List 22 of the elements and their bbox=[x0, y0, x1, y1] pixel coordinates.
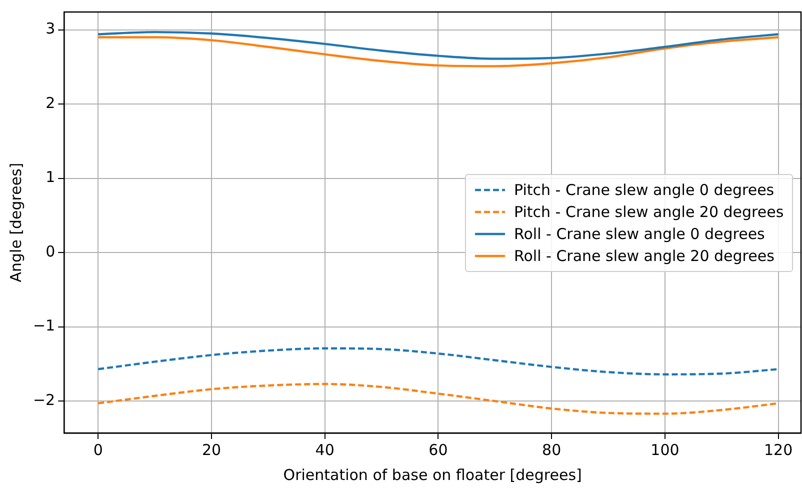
x-tick-label: 60 bbox=[428, 440, 448, 459]
line-series bbox=[97, 36, 780, 68]
y-axis-title: Angle [degrees] bbox=[6, 162, 25, 282]
x-axis-title: Orientation of base on floater [degrees] bbox=[283, 466, 582, 484]
legend-label: Roll - Crane slew angle 20 degrees bbox=[514, 246, 774, 264]
legend-label: Pitch - Crane slew angle 20 degrees bbox=[514, 202, 784, 220]
x-tick-label: 100 bbox=[650, 440, 680, 459]
y-tick-label: 0 bbox=[46, 242, 56, 260]
x-tick-label: 20 bbox=[202, 440, 222, 459]
line-series bbox=[97, 30, 780, 60]
x-tick-label: 0 bbox=[93, 440, 103, 459]
y-tick-label: 2 bbox=[46, 94, 56, 112]
y-tick-label: −2 bbox=[32, 390, 56, 409]
legend-label: Roll - Crane slew angle 0 degrees bbox=[514, 224, 765, 242]
x-tick-label: 120 bbox=[764, 440, 793, 459]
line-series bbox=[97, 347, 780, 376]
y-tick-label: 1 bbox=[46, 168, 56, 186]
x-tick-label: 80 bbox=[542, 440, 562, 459]
legend-label: Pitch - Crane slew angle 0 degrees bbox=[514, 180, 774, 198]
y-tick-label: 3 bbox=[46, 20, 56, 38]
x-tick-label: 40 bbox=[315, 440, 334, 459]
y-tick-label: −1 bbox=[32, 316, 56, 335]
